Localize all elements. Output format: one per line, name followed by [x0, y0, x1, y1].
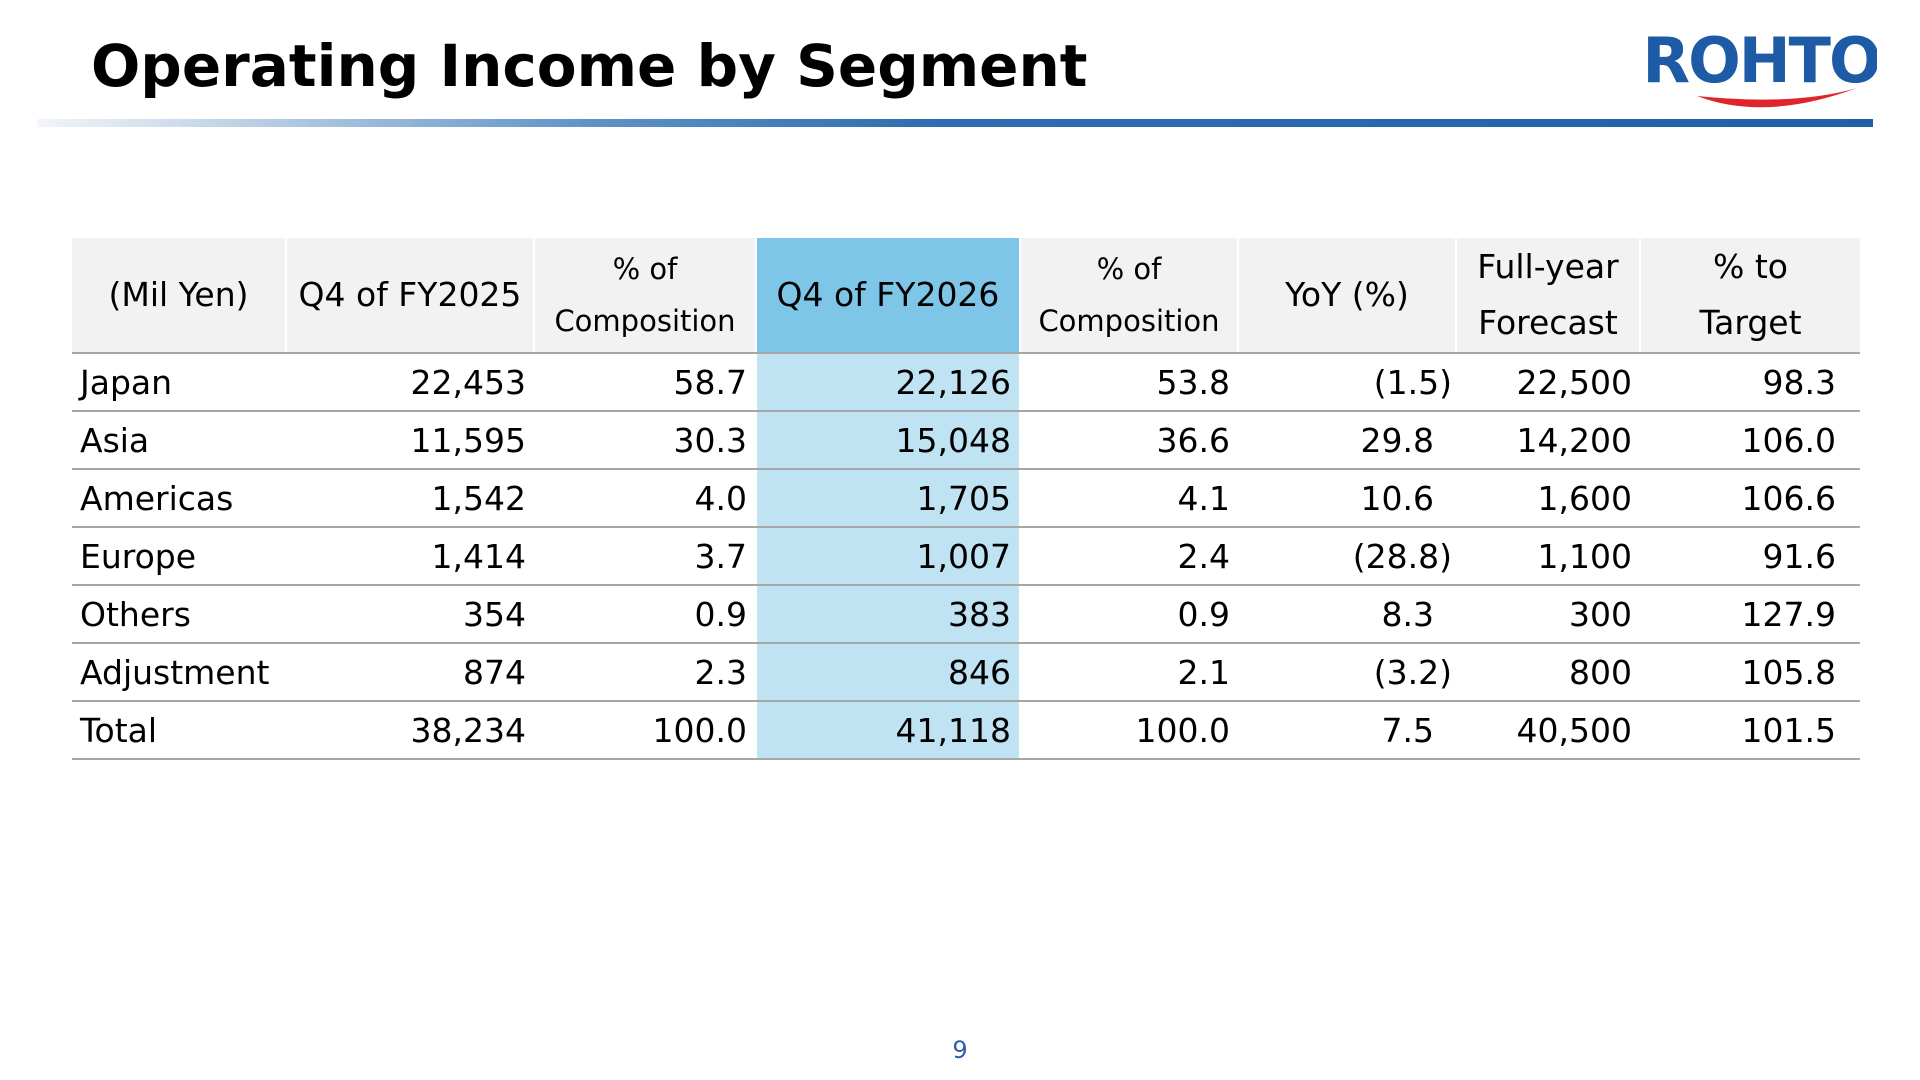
prev-composition: 2.3	[534, 643, 756, 702]
forecast-value: 1,600	[1456, 469, 1640, 528]
table-row-americas: Americas 1,542 4.0 1,705 4.1 10.6 1,600 …	[72, 469, 1860, 528]
prev-composition: 4.0	[534, 469, 756, 528]
target-value: 106.6	[1640, 469, 1860, 528]
segment-name: Asia	[72, 411, 286, 470]
segment-name: Adjustment	[72, 643, 286, 702]
svg-text:ROHTO: ROHTO	[1645, 24, 1877, 97]
header-prev-composition-line2: Composition	[554, 304, 736, 338]
table-row-adjustment: Adjustment 874 2.3 846 2.1 (3.2) 800 105…	[72, 643, 1860, 702]
table-row-others: Others 354 0.9 383 0.9 8.3 300 127.9	[72, 585, 1860, 644]
prev-composition: 0.9	[534, 585, 756, 644]
table-row-europe: Europe 1,414 3.7 1,007 2.4 (28.8) 1,100 …	[72, 527, 1860, 586]
header-target-line1: % to	[1713, 247, 1788, 286]
operating-income-table: (Mil Yen) Q4 of FY2025 % of Composition …	[72, 238, 1860, 760]
curr-value: 15,048	[755, 411, 1021, 470]
prev-value: 11,595	[286, 411, 534, 470]
yoy-value: 29.8	[1238, 411, 1456, 470]
page-number: 9	[952, 1036, 968, 1064]
target-value: 106.0	[1640, 411, 1860, 470]
header-divider	[37, 119, 1873, 127]
curr-value: 41,118	[755, 701, 1021, 760]
table-header-row: (Mil Yen) Q4 of FY2025 % of Composition …	[72, 238, 1860, 354]
header-curr-composition: % of Composition	[1020, 238, 1239, 354]
segment-name: Others	[72, 585, 286, 644]
header-target-line2: Target	[1699, 303, 1802, 342]
table-row-japan: Japan 22,453 58.7 22,126 53.8 (1.5) 22,5…	[72, 353, 1860, 412]
forecast-value: 22,500	[1456, 353, 1640, 412]
page-title: Operating Income by Segment	[91, 32, 1088, 100]
table-row-total: Total 38,234 100.0 41,118 100.0 7.5 40,5…	[72, 701, 1860, 760]
target-value: 91.6	[1640, 527, 1860, 586]
target-value: 98.3	[1640, 353, 1860, 412]
header-target: % to Target	[1640, 238, 1860, 354]
segment-name: Europe	[72, 527, 286, 586]
forecast-value: 40,500	[1456, 701, 1640, 760]
yoy-value: 10.6	[1238, 469, 1456, 528]
curr-composition: 0.9	[1020, 585, 1238, 644]
curr-value: 1,705	[755, 469, 1021, 528]
header-forecast-line1: Full-year	[1477, 247, 1619, 286]
curr-composition: 4.1	[1020, 469, 1238, 528]
forecast-value: 14,200	[1456, 411, 1640, 470]
curr-value: 22,126	[755, 353, 1021, 412]
prev-value: 1,414	[286, 527, 534, 586]
header-prev-composition: % of Composition	[534, 238, 757, 354]
header-yoy: YoY (%)	[1238, 238, 1457, 354]
curr-value: 383	[755, 585, 1021, 644]
target-value: 127.9	[1640, 585, 1860, 644]
curr-value: 1,007	[755, 527, 1021, 586]
prev-value: 1,542	[286, 469, 534, 528]
yoy-value: (3.2)	[1238, 643, 1456, 702]
curr-composition: 36.6	[1020, 411, 1238, 470]
header-q4-fy2025: Q4 of FY2025	[286, 238, 535, 354]
rohto-logo-icon: ROHTO	[1645, 22, 1877, 118]
forecast-value: 1,100	[1456, 527, 1640, 586]
forecast-value: 800	[1456, 643, 1640, 702]
prev-composition: 3.7	[534, 527, 756, 586]
header-curr-composition-line2: Composition	[1038, 304, 1220, 338]
prev-value: 38,234	[286, 701, 534, 760]
forecast-value: 300	[1456, 585, 1640, 644]
curr-composition: 2.1	[1020, 643, 1238, 702]
prev-value: 354	[286, 585, 534, 644]
prev-composition: 100.0	[534, 701, 756, 760]
target-value: 105.8	[1640, 643, 1860, 702]
prev-composition: 58.7	[534, 353, 756, 412]
header-forecast-line2: Forecast	[1478, 303, 1618, 342]
yoy-value: (1.5)	[1238, 353, 1456, 412]
header-forecast: Full-year Forecast	[1456, 238, 1641, 354]
curr-composition: 100.0	[1020, 701, 1238, 760]
curr-value: 846	[755, 643, 1021, 702]
target-value: 101.5	[1640, 701, 1860, 760]
prev-composition: 30.3	[534, 411, 756, 470]
yoy-value: 8.3	[1238, 585, 1456, 644]
segment-name: Total	[72, 701, 286, 760]
yoy-value: 7.5	[1238, 701, 1456, 760]
header-unit: (Mil Yen)	[72, 238, 287, 354]
segment-name: Japan	[72, 353, 286, 412]
yoy-value: (28.8)	[1238, 527, 1456, 586]
curr-composition: 53.8	[1020, 353, 1238, 412]
prev-value: 22,453	[286, 353, 534, 412]
header-curr-composition-line1: % of	[1096, 252, 1162, 286]
table-row-asia: Asia 11,595 30.3 15,048 36.6 29.8 14,200…	[72, 411, 1860, 470]
curr-composition: 2.4	[1020, 527, 1238, 586]
prev-value: 874	[286, 643, 534, 702]
header-prev-composition-line1: % of	[612, 252, 678, 286]
header-q4-fy2026: Q4 of FY2026	[756, 238, 1021, 354]
segment-name: Americas	[72, 469, 286, 528]
